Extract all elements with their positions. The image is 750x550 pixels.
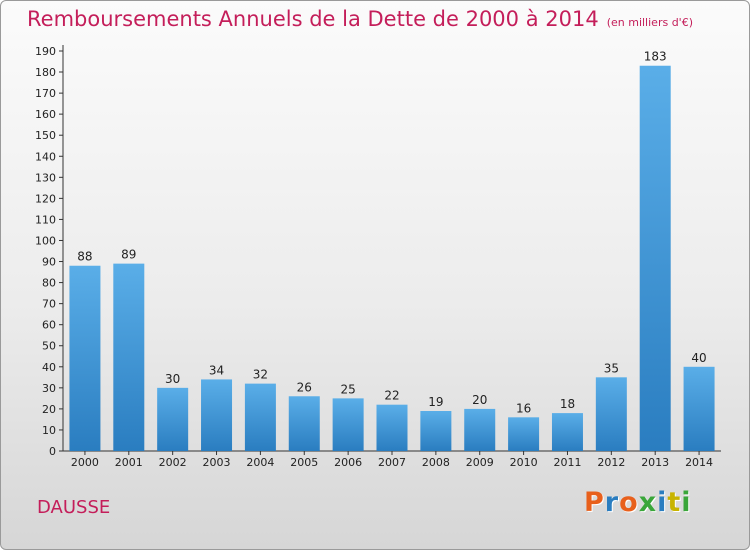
x-tick-label: 2011 [553,456,581,469]
commune-name: DAUSSE [37,497,111,518]
bar-value-label: 20 [472,393,487,407]
bar[interactable] [113,263,145,451]
bar[interactable] [464,408,496,451]
chart-title-text: Remboursements Annuels de la Dette de 20… [27,7,599,31]
bar-value-label: 183 [644,50,667,64]
bar-value-label: 26 [297,380,312,394]
y-tick-label: 90 [42,256,56,269]
chart-subtitle: (en milliers d'€) [606,16,693,29]
bar-value-label: 16 [516,401,531,415]
logo-letter: t [667,487,682,518]
y-tick-label: 30 [42,382,56,395]
bar[interactable] [595,377,627,451]
bar[interactable] [508,417,540,451]
bar[interactable] [244,383,276,451]
x-tick-label: 2004 [246,456,274,469]
bar[interactable] [201,379,233,451]
logo-letter: r [604,487,620,518]
bar[interactable] [639,65,671,451]
y-tick-label: 150 [35,129,56,142]
y-tick-label: 140 [35,150,56,163]
bar-value-label: 18 [560,397,575,411]
bar-value-label: 19 [428,395,443,409]
logo-letter: x [638,487,658,518]
x-tick-label: 2009 [466,456,494,469]
x-tick-label: 2007 [378,456,406,469]
bar[interactable] [551,413,583,451]
x-tick-label: 2005 [290,456,318,469]
bar[interactable] [157,387,189,451]
x-tick-label: 2014 [685,456,713,469]
bar[interactable] [69,265,101,451]
bar[interactable] [376,404,408,451]
x-tick-label: 2002 [159,456,187,469]
chart-bars [69,65,715,451]
chart-axes: 0 10 20 30 40 50 60 70 80 90 100 110 120 130 140 150 160… [35,45,721,469]
y-tick-label: 70 [42,298,56,311]
bar-value-label: 35 [604,361,619,375]
y-tick-label: 110 [35,213,56,226]
logo-letter: i [681,487,692,518]
x-tick-label: 2010 [510,456,538,469]
bar[interactable] [683,366,715,451]
x-tick-label: 2003 [203,456,231,469]
y-tick-label: 80 [42,277,56,290]
x-tick-label: 2013 [641,456,669,469]
bar-value-label: 32 [253,368,268,382]
chart-data-labels: 88 89 30 34 32 26 25 22 19 20 16 18 35 183 40 [77,50,706,416]
bar[interactable] [288,396,320,451]
y-tick-label: 180 [35,66,56,79]
x-tick-label: 2008 [422,456,450,469]
bar-value-label: 34 [209,363,224,377]
bar-value-label: 25 [340,382,355,396]
logo-letter: P [584,487,605,518]
proxiti-logo[interactable]: Proxiti [584,487,692,518]
y-tick-label: 190 [35,45,56,58]
y-tick-label: 130 [35,171,56,184]
y-tick-label: 60 [42,319,56,332]
bar[interactable] [332,398,364,451]
y-tick-label: 160 [35,108,56,121]
y-tick-label: 100 [35,234,56,247]
logo-letter: i [657,487,668,518]
y-tick-label: 120 [35,192,56,205]
bar-value-label: 88 [77,250,92,264]
bar-value-label: 89 [121,248,136,262]
y-tick-label: 20 [42,403,56,416]
bar-value-label: 22 [384,389,399,403]
bar-value-label: 40 [691,351,706,365]
x-tick-label: 2006 [334,456,362,469]
x-tick-label: 2001 [115,456,143,469]
y-tick-label: 10 [42,424,56,437]
y-tick-label: 40 [42,361,56,374]
y-tick-label: 0 [49,445,56,458]
logo-letter: o [619,487,639,518]
y-tick-label: 50 [42,340,56,353]
chart-title: Remboursements Annuels de la Dette de 20… [27,7,693,31]
y-tick-label: 170 [35,87,56,100]
bar-value-label: 30 [165,372,180,386]
x-tick-label: 2012 [597,456,625,469]
x-tick-label: 2000 [71,456,99,469]
bar[interactable] [420,411,452,451]
